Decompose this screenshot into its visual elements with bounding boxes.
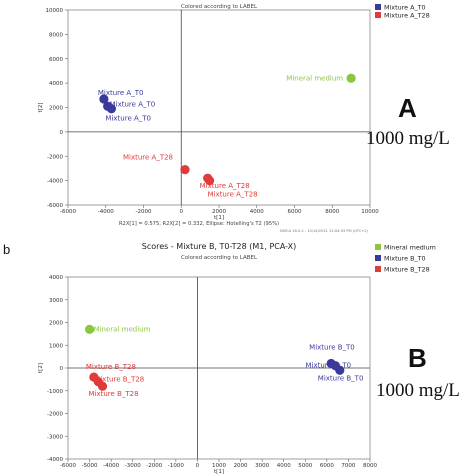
panel-b-concentration: 1000 mg/L [376, 380, 460, 401]
chart-2-point-label: Mineral medium [94, 325, 151, 333]
chart-2-x-tick-label: 5000 [298, 463, 312, 469]
chart-1-x-tick-label: 10000 [361, 209, 379, 215]
chart-1-y-tick-label: 8000 [49, 32, 63, 38]
panel-a-heading: A [398, 93, 417, 123]
chart-2-data-point [97, 381, 108, 391]
chart-2-y-tick-label: -3000 [47, 434, 63, 440]
chart-2-legend-label: Mixture B_T0 [384, 255, 426, 263]
chart-1-point-label: Mixture A_T28 [200, 182, 250, 190]
chart-1-data-point [106, 104, 117, 114]
chart-1-y-tick-label: 10000 [46, 8, 64, 14]
chart-2-legend-swatch [375, 266, 381, 272]
chart-2-y-tick-label: 0 [60, 366, 64, 372]
chart-2-y-tick-label: -2000 [47, 412, 63, 418]
chart-1-y-tick-label: 0 [60, 130, 64, 136]
panel-b-heading: B [408, 343, 427, 373]
chart-1-legend-label: Mixture A_T0 [384, 4, 426, 12]
chart-2-x-tick-label: 3000 [255, 463, 269, 469]
chart-1-x-tick-label: -2000 [136, 209, 152, 215]
chart-1-legend-swatch [375, 4, 381, 10]
chart-2-y-tick-label: 4000 [49, 275, 63, 281]
chart-1-x-tick-label: 2000 [212, 209, 226, 215]
chart-2-legend-label: Mineral medium [384, 244, 436, 252]
chart-2-x-tick-label: 7000 [341, 463, 355, 469]
chart-1-y-tick-label: 4000 [49, 81, 63, 87]
chart-2-x-tick-label: -5000 [82, 463, 98, 469]
chart-2-point-label: Mixture B_T28 [86, 363, 136, 371]
chart-2-point-label: Mixture B_T28 [94, 376, 144, 384]
chart-1-x-tick-label: 4000 [250, 209, 264, 215]
chart-2-title: Scores - Mixture B, T0-T28 (M1, PCA-X) [142, 242, 297, 251]
chart-1-data-point [99, 94, 109, 104]
chart-2-y-tick-label: 2000 [49, 321, 63, 327]
chart-2-point-label: Mixture B_T28 [89, 390, 139, 398]
chart-2-point-label: Mixture B_T0 [318, 374, 364, 382]
chart-2-x-tick-label: 0 [196, 463, 200, 469]
chart-1-point-label: Mineral medium [286, 74, 343, 82]
panel-a-concentration: 1000 mg/L [366, 128, 450, 149]
chart-2-x-tick-label: 2000 [234, 463, 248, 469]
chart-1-y-tick-label: -4000 [47, 179, 63, 185]
chart-2-legend-swatch [375, 244, 381, 250]
chart-1-plot-frame [67, 9, 371, 206]
chart-1-x-tick-label: -4000 [98, 209, 114, 215]
chart-2-legend-label: Mixture B_T28 [384, 266, 430, 274]
chart-1-x-tick-label: 6000 [288, 209, 302, 215]
chart-2-x-tick-label: -2000 [146, 463, 162, 469]
chart-1-y-axis-label: t[2] [38, 103, 44, 113]
chart-2-y-tick-label: -1000 [47, 389, 63, 395]
chart-1-x-tick-label: -6000 [60, 209, 76, 215]
chart-2-x-tick-label: -1000 [168, 463, 184, 469]
chart-2-legend-swatch [375, 255, 381, 261]
chart-2-x-tick-label: 4000 [277, 463, 291, 469]
chart-1-point-label: Mixture A_T28 [208, 191, 258, 199]
chart-1-point-label: Mixture A_T0 [105, 115, 151, 123]
chart-1-y-tick-label: -2000 [47, 154, 63, 160]
chart-1-point-label: Mixture A_T0 [98, 89, 144, 97]
chart-1-data-point [204, 176, 215, 186]
chart-1-data-point [346, 73, 356, 83]
chart-2-y-axis-label: t[2] [38, 363, 44, 373]
chart-2-x-axis-label: t[1] [214, 469, 224, 474]
chart-1-point-label: Mixture A_T28 [123, 154, 173, 162]
chart-1-legend-label: Mixture A_T28 [384, 12, 430, 20]
chart-2-point-label: Mixture B_T0 [305, 362, 351, 370]
chart-2-subtitle: Colored according to LABEL [181, 255, 258, 261]
chart-2-data-point [84, 324, 95, 334]
panel-b-letter: b [3, 242, 11, 257]
chart-2-x-tick-label: 6000 [320, 463, 334, 469]
chart-1-software-note: SIMCA 16.0.2 - 10/14/2021 12:04:33 PM (U… [280, 229, 369, 233]
chart-2-y-tick-label: -4000 [47, 457, 63, 463]
chart-1-y-tick-label: -6000 [47, 203, 63, 209]
chart-2-y-tick-label: 1000 [49, 343, 63, 349]
chart-2-x-tick-label: 8000 [363, 463, 377, 469]
chart-2-x-tick-label: -3000 [125, 463, 141, 469]
chart-1-data-point [180, 165, 190, 175]
chart-1-x-axis-label: t[1] [214, 215, 224, 221]
chart-2-data-point [335, 365, 345, 375]
chart-1-footer-text: R2X[1] = 0.575, R2X[2] = 0.332, Ellipse:… [119, 221, 279, 227]
chart-1-legend-swatch [375, 12, 381, 18]
chart-1-subtitle: Colored according to LABEL [181, 4, 258, 10]
chart-1-point-label: Mixture A_T0 [110, 100, 156, 108]
chart-1-y-tick-label: 2000 [49, 106, 63, 112]
chart-2-y-tick-label: 3000 [49, 298, 63, 304]
chart-2-point-label: Mixture B_T0 [309, 343, 355, 351]
chart-2-x-tick-label: 1000 [212, 463, 226, 469]
chart-1-x-tick-label: 8000 [325, 209, 339, 215]
chart-1-y-tick-label: 6000 [49, 57, 63, 63]
chart-2-x-tick-label: -4000 [103, 463, 119, 469]
chart-2-x-tick-label: -6000 [60, 463, 76, 469]
chart-1-x-tick-label: 0 [180, 209, 184, 215]
